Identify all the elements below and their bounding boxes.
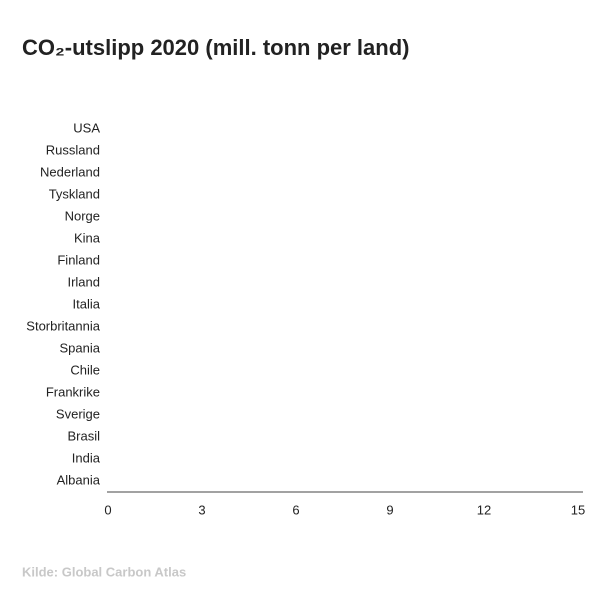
source-note: Kilde: Global Carbon Atlas <box>22 564 186 579</box>
y-tick-label: Irland <box>67 274 100 289</box>
y-tick-label: India <box>72 450 101 465</box>
x-tick-label: 9 <box>386 502 393 517</box>
y-tick-label: Nederland <box>40 164 100 179</box>
y-tick-label: USA <box>73 120 100 135</box>
y-tick-label: Finland <box>57 252 100 267</box>
y-tick-label: Albania <box>57 472 101 487</box>
y-tick-label: Brasil <box>67 428 100 443</box>
y-tick-label: Frankrike <box>46 384 100 399</box>
y-tick-label: Russland <box>46 142 100 157</box>
y-tick-label: Sverige <box>56 406 100 421</box>
y-tick-label: Storbritannia <box>26 318 100 333</box>
y-tick-label: Tyskland <box>49 186 100 201</box>
x-tick-label: 12 <box>477 502 491 517</box>
chart-title: CO₂-utslipp 2020 (mill. tonn per land) <box>22 35 409 60</box>
y-tick-label: Kina <box>74 230 101 245</box>
y-tick-label: Chile <box>70 362 100 377</box>
x-tick-label: 3 <box>198 502 205 517</box>
x-tick-label: 0 <box>104 502 111 517</box>
x-tick-label: 15 <box>571 502 585 517</box>
y-tick-label: Spania <box>60 340 101 355</box>
y-tick-label: Italia <box>73 296 101 311</box>
x-tick-label: 6 <box>292 502 299 517</box>
y-tick-label: Norge <box>65 208 100 223</box>
